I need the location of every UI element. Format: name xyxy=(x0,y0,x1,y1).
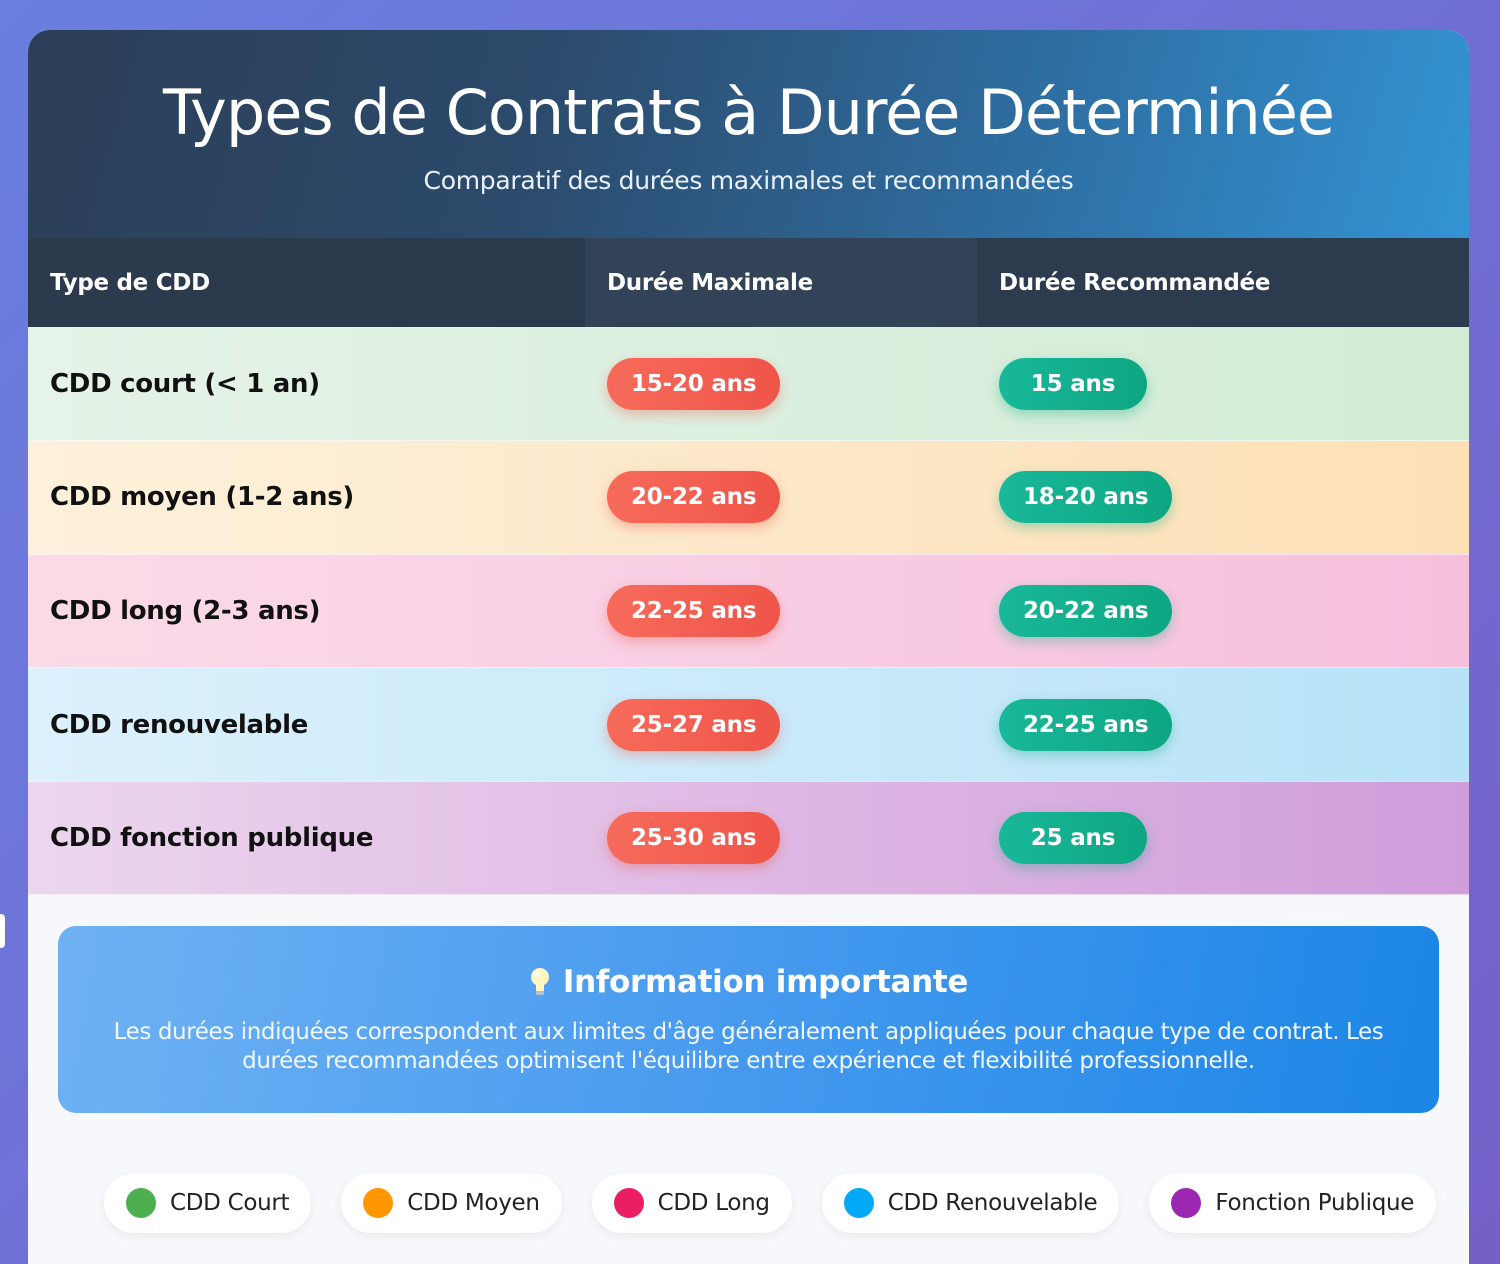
legend-label: CDD Long xyxy=(657,1190,770,1216)
info-heading: Information importante xyxy=(58,964,1439,1000)
legend-item-cdd-court: CDD Court xyxy=(104,1173,312,1233)
cell-type: CDD court (< 1 an) xyxy=(50,368,320,399)
legend-label: CDD Renouvelable xyxy=(887,1190,1098,1216)
legend-dot xyxy=(843,1188,874,1218)
cell-type: CDD long (2-3 ans) xyxy=(50,595,321,626)
info-text: Les durées indiquées correspondent aux l… xyxy=(113,1019,1384,1074)
legend-item-fonction-publique: Fonction Publique xyxy=(1149,1173,1437,1233)
legend-dot xyxy=(363,1188,394,1218)
legend: CDD Court CDD Moyen CDD Long CDD Renouve… xyxy=(104,1173,1437,1233)
legend-dot xyxy=(613,1188,644,1218)
legend-label: CDD Moyen xyxy=(407,1190,540,1216)
table-row-cdd-long: CDD long (2-3 ans) 22-25 ans 20-22 ans xyxy=(28,554,1469,668)
cdd-table: Type de CDD Durée Maximale Durée Recomma… xyxy=(28,238,1469,895)
recommended-duration-badge: 15 ans xyxy=(999,357,1147,410)
legend-item-cdd-renouvelable: CDD Renouvelable xyxy=(821,1173,1120,1233)
lightbulb-icon xyxy=(529,967,551,997)
legend-item-cdd-long: CDD Long xyxy=(591,1173,792,1233)
recommended-duration-badge: 25 ans xyxy=(999,812,1147,865)
legend-item-cdd-moyen: CDD Moyen xyxy=(341,1173,562,1233)
column-header-type: Type de CDD xyxy=(28,238,585,327)
table-row-cdd-court: CDD court (< 1 an) 15-20 ans 15 ans xyxy=(28,327,1469,441)
max-duration-badge: 25-27 ans xyxy=(607,698,781,751)
page-subtitle: Comparatif des durées maximales et recom… xyxy=(423,166,1074,195)
main-card: Types de Contrats à Durée Déterminée Com… xyxy=(28,30,1469,1264)
window-edge-tab xyxy=(0,914,5,948)
recommended-duration-badge: 20-22 ans xyxy=(999,584,1173,637)
page-header: Types de Contrats à Durée Déterminée Com… xyxy=(28,30,1469,238)
table-row-cdd-renouvelable: CDD renouvelable 25-27 ans 22-25 ans xyxy=(28,667,1469,782)
table-row-cdd-moyen: CDD moyen (1-2 ans) 20-22 ans 18-20 ans xyxy=(28,440,1469,555)
info-title: Information importante xyxy=(562,964,969,1000)
max-duration-badge: 25-30 ans xyxy=(607,812,781,865)
table-row-cdd-fonction-publique: CDD fonction publique 25-30 ans 25 ans xyxy=(28,781,1469,895)
table-header-row: Type de CDD Durée Maximale Durée Recomma… xyxy=(28,238,1469,327)
page-title: Types de Contrats à Durée Déterminée xyxy=(162,76,1335,149)
legend-dot xyxy=(1171,1188,1202,1218)
cell-type: CDD renouvelable xyxy=(50,709,309,740)
legend-label: Fonction Publique xyxy=(1215,1190,1415,1216)
recommended-duration-badge: 18-20 ans xyxy=(999,471,1173,524)
max-duration-badge: 20-22 ans xyxy=(607,471,781,524)
legend-dot xyxy=(126,1188,156,1218)
max-duration-badge: 15-20 ans xyxy=(607,357,781,410)
column-header-max: Durée Maximale xyxy=(585,238,977,327)
recommended-duration-badge: 22-25 ans xyxy=(999,698,1173,751)
column-header-recommended: Durée Recommandée xyxy=(977,238,1469,327)
cell-type: CDD moyen (1-2 ans) xyxy=(50,482,355,513)
legend-label: CDD Court xyxy=(170,1190,290,1216)
info-box: Information importante Les durées indiqu… xyxy=(58,926,1439,1113)
max-duration-badge: 22-25 ans xyxy=(607,584,781,637)
cell-type: CDD fonction publique xyxy=(50,823,374,854)
